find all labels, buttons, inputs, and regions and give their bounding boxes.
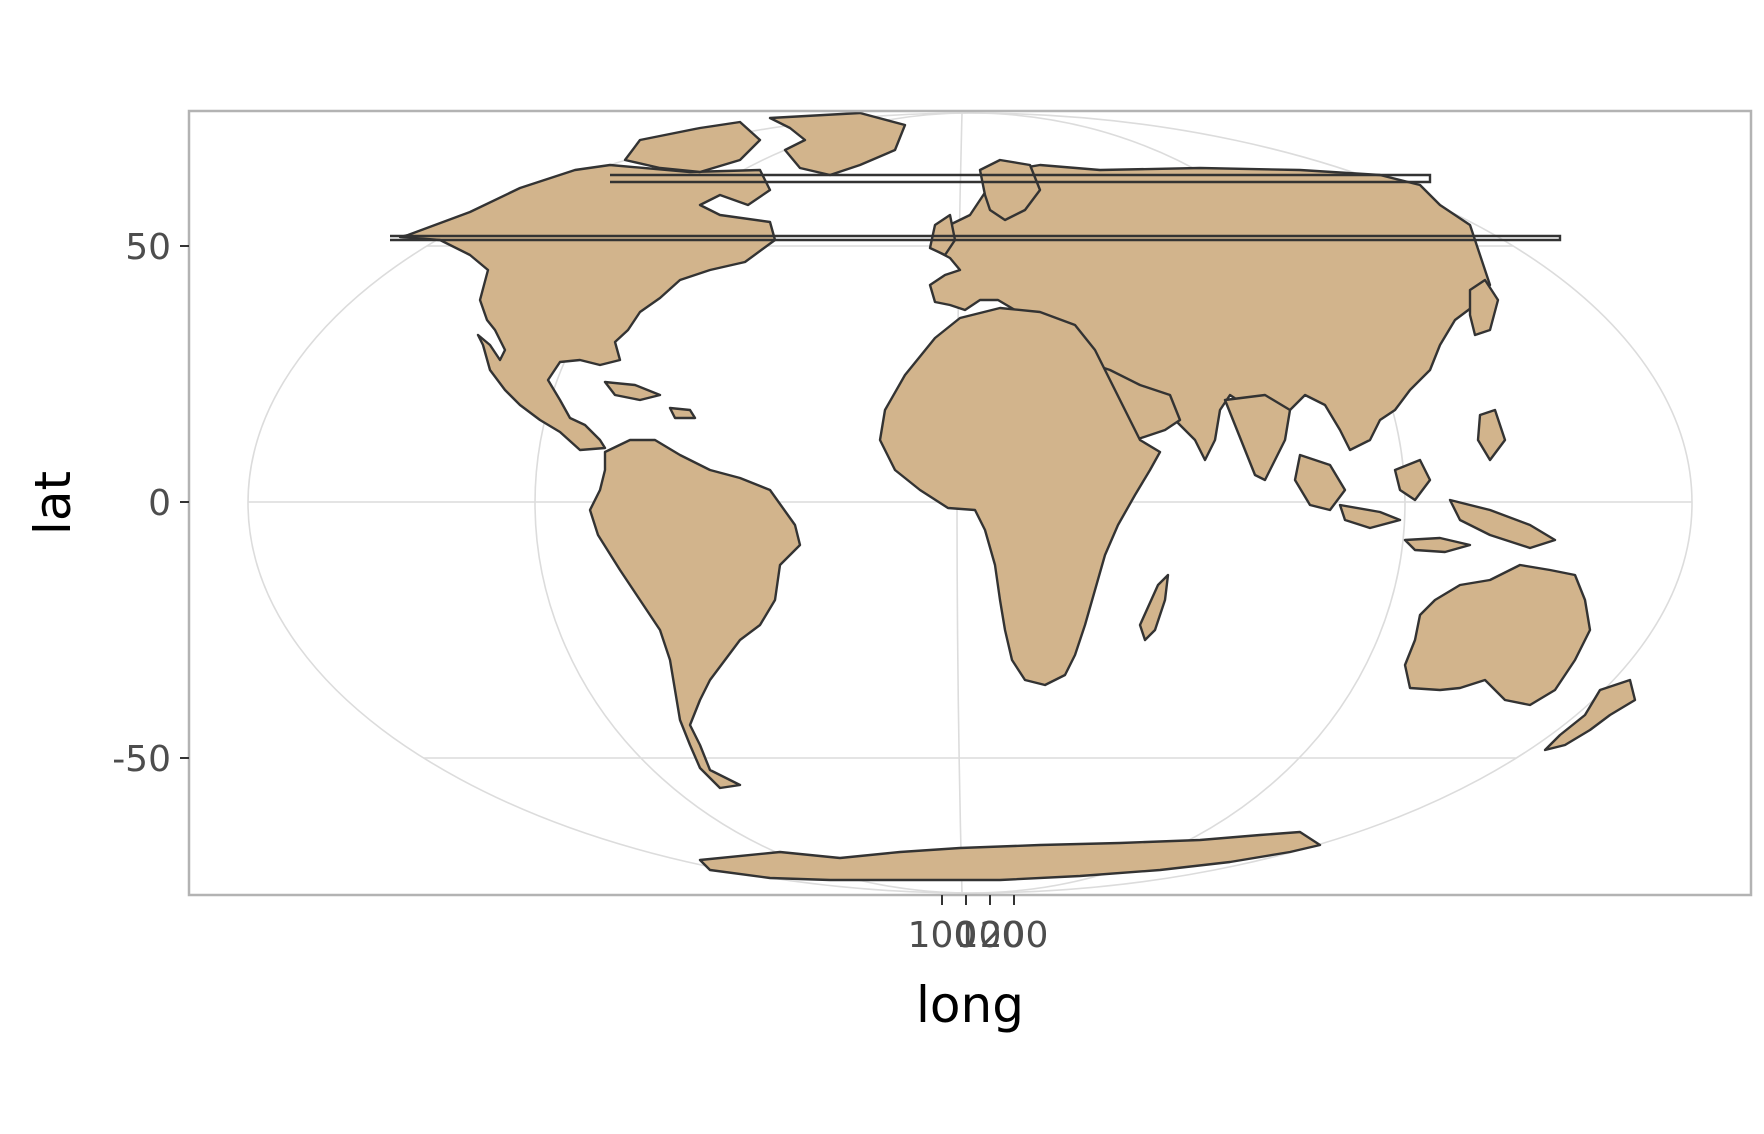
land-masses (390, 111, 1637, 882)
y-axis-title: lat (24, 471, 82, 535)
x-tick-label: 100 (956, 915, 1025, 956)
antarctica-landmass (698, 830, 1322, 882)
africa-landmass (878, 306, 1162, 687)
south-america-landmass (588, 438, 802, 790)
caribbean-islands (603, 380, 697, 420)
new-zealand-islands (1543, 678, 1637, 752)
artifact-line-upper (610, 173, 1432, 184)
y-tick-label: 0 (148, 483, 171, 524)
arctic-islands (623, 120, 762, 174)
x-tick-label: 200 (980, 915, 1049, 956)
x-axis-title: long (916, 976, 1024, 1034)
madagascar-landmass (1138, 573, 1170, 642)
australia-landmass (1403, 563, 1592, 707)
artifact-line-lower (390, 234, 1562, 242)
x-tick-label: 0 (955, 915, 978, 956)
y-tick-label: 50 (125, 227, 171, 268)
y-axis: 50 0 -50 (112, 227, 189, 780)
y-tick-label: -50 (112, 739, 171, 780)
graticule-meridian (534, 112, 1406, 894)
japan-islands (1468, 278, 1500, 337)
india-landmass (1223, 393, 1292, 482)
southeast-asia-islands (1293, 408, 1557, 554)
x-tick-label: 100 (908, 915, 977, 956)
